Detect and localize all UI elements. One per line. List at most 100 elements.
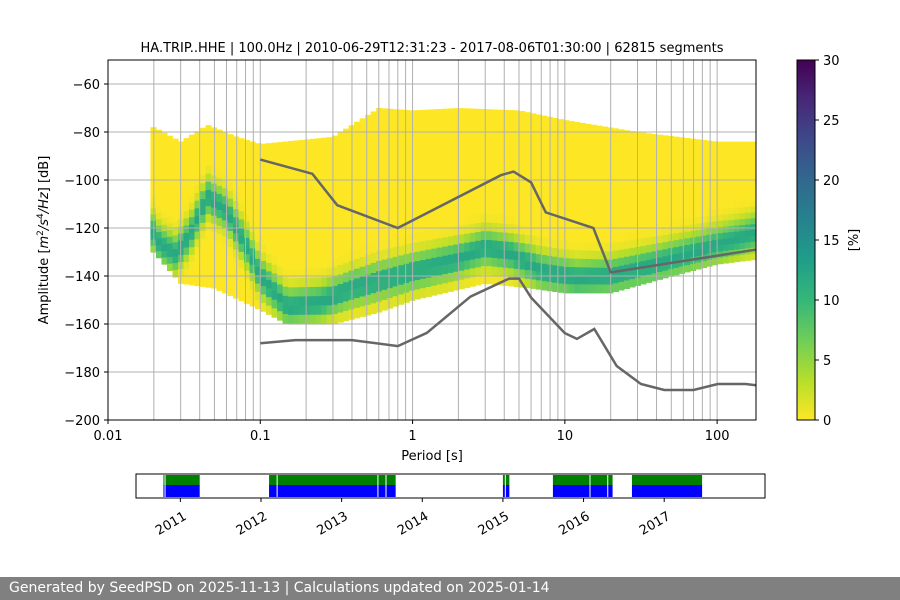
heatmap-cell: [359, 217, 366, 228]
heatmap-cell: [403, 263, 410, 274]
heatmap-cell: [464, 108, 471, 118]
heatmap-cell: [596, 125, 603, 135]
heatmap-cell: [750, 165, 756, 172]
heatmap-cell: [205, 246, 212, 256]
heatmap-cell: [508, 215, 515, 225]
y-axis-label: Amplitude [m2/s4/Hz] [dB]: [36, 156, 52, 325]
heatmap-cell: [431, 192, 438, 203]
heatmap-cell: [260, 277, 267, 287]
heatmap-cell: [326, 165, 333, 176]
heatmap-cell: [733, 201, 741, 209]
heatmap-cell: [293, 241, 300, 252]
heatmap-cell: [233, 176, 240, 186]
heatmap-cell: [750, 212, 756, 219]
heatmap-cell: [447, 144, 454, 155]
heatmap-cell: [392, 148, 399, 160]
heatmap-cell: [684, 171, 691, 179]
heatmap-cell: [403, 254, 410, 265]
heatmap-cell: [403, 282, 410, 294]
heatmap-cell: [563, 171, 570, 182]
heatmap-cell: [618, 273, 625, 283]
heatmap-cell: [398, 265, 405, 276]
heatmap-cell: [612, 275, 619, 284]
heatmap-cell: [700, 210, 708, 218]
heatmap-cell: [227, 247, 234, 256]
heatmap-cell: [530, 253, 537, 263]
heatmap-cell: [315, 258, 322, 269]
heatmap-cell: [271, 177, 278, 187]
heatmap-cell: [706, 172, 713, 179]
heatmap-cell: [706, 184, 713, 192]
heatmap-cell: [651, 156, 658, 164]
heatmap-cell: [480, 161, 487, 171]
heatmap-cell: [524, 129, 531, 140]
heatmap-cell: [403, 273, 410, 284]
heatmap-cell: [574, 267, 581, 277]
heatmap-cell: [359, 138, 366, 149]
heatmap-cell: [596, 234, 603, 244]
heatmap-cell: [623, 169, 630, 179]
heatmap-cell: [678, 259, 686, 268]
heatmap-cell: [684, 184, 691, 193]
heatmap-cell: [744, 230, 752, 238]
heatmap-cell: [277, 248, 284, 259]
heatmap-cell: [524, 226, 531, 236]
heatmap-cell: [508, 110, 515, 120]
heatmap-cell: [255, 275, 262, 285]
heatmap-cell: [453, 180, 460, 191]
heatmap-cell: [717, 159, 724, 167]
heatmap-cell: [337, 293, 344, 304]
heatmap-cell: [321, 258, 328, 269]
heatmap-cell: [337, 255, 344, 266]
heatmap-cell: [640, 238, 647, 247]
heatmap-cell: [172, 235, 179, 243]
heatmap-cell: [541, 124, 548, 134]
heatmap-cell: [442, 237, 449, 248]
heatmap-cell: [249, 141, 256, 151]
heatmap-cell: [618, 193, 625, 203]
heatmap-cell: [733, 141, 741, 149]
heatmap-cell: [238, 292, 245, 302]
heatmap-cell: [695, 184, 702, 192]
heatmap-cell: [486, 222, 493, 232]
heatmap-cell: [596, 200, 603, 210]
heatmap-cell: [288, 250, 295, 261]
heatmap-cell: [497, 162, 504, 172]
heatmap-cell: [161, 178, 168, 186]
heatmap-cell: [662, 199, 669, 208]
heatmap-cell: [332, 220, 339, 231]
heatmap-cell: [266, 160, 273, 170]
heatmap-cell: [370, 262, 377, 274]
heatmap-cell: [662, 163, 669, 172]
heatmap-cell: [673, 191, 680, 200]
heatmap-cell: [332, 267, 339, 278]
heatmap-cell: [717, 214, 724, 222]
heatmap-cell: [728, 220, 735, 227]
heatmap-cell: [398, 284, 405, 296]
heatmap-cell: [222, 204, 229, 213]
heatmap-cell: [442, 218, 449, 229]
heatmap-cell: [728, 244, 735, 251]
heatmap-cell: [722, 165, 730, 173]
heatmap-cell: [188, 179, 196, 188]
heatmap-cell: [524, 191, 531, 201]
heatmap-cell: [673, 171, 680, 179]
heatmap-cell: [590, 242, 597, 252]
heatmap-cell: [222, 188, 229, 197]
heatmap-cell: [508, 259, 515, 269]
heatmap-cell: [480, 143, 487, 154]
heatmap-cell: [414, 129, 421, 140]
heatmap-cell: [414, 195, 421, 206]
heatmap-cell: [640, 261, 647, 270]
heatmap-cell: [651, 229, 658, 238]
heatmap-cell: [172, 228, 179, 237]
heatmap-cell: [288, 305, 295, 316]
heatmap-cell: [288, 259, 295, 270]
heatmap-cell: [541, 211, 548, 221]
heatmap-cell: [519, 199, 526, 209]
heatmap-cell: [365, 254, 372, 266]
heatmap-cell: [387, 148, 394, 160]
heatmap-cell: [403, 225, 410, 236]
heatmap-cell: [414, 138, 421, 149]
heatmap-cell: [579, 275, 586, 285]
